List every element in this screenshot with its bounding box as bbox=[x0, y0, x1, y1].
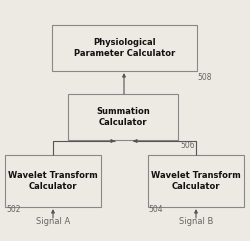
FancyBboxPatch shape bbox=[68, 94, 178, 140]
FancyBboxPatch shape bbox=[5, 155, 101, 207]
Text: 502: 502 bbox=[6, 206, 20, 214]
Text: Signal A: Signal A bbox=[36, 217, 70, 227]
FancyBboxPatch shape bbox=[52, 25, 197, 71]
Text: Summation
Calculator: Summation Calculator bbox=[96, 107, 150, 127]
FancyBboxPatch shape bbox=[148, 155, 244, 207]
Text: Wavelet Transform
Calculator: Wavelet Transform Calculator bbox=[8, 171, 98, 191]
Text: 504: 504 bbox=[148, 206, 162, 214]
Text: Physiological
Parameter Calculator: Physiological Parameter Calculator bbox=[74, 38, 175, 58]
Text: Signal B: Signal B bbox=[179, 217, 213, 227]
Text: 508: 508 bbox=[197, 73, 212, 81]
Text: 506: 506 bbox=[180, 141, 194, 149]
Text: Wavelet Transform
Calculator: Wavelet Transform Calculator bbox=[151, 171, 241, 191]
